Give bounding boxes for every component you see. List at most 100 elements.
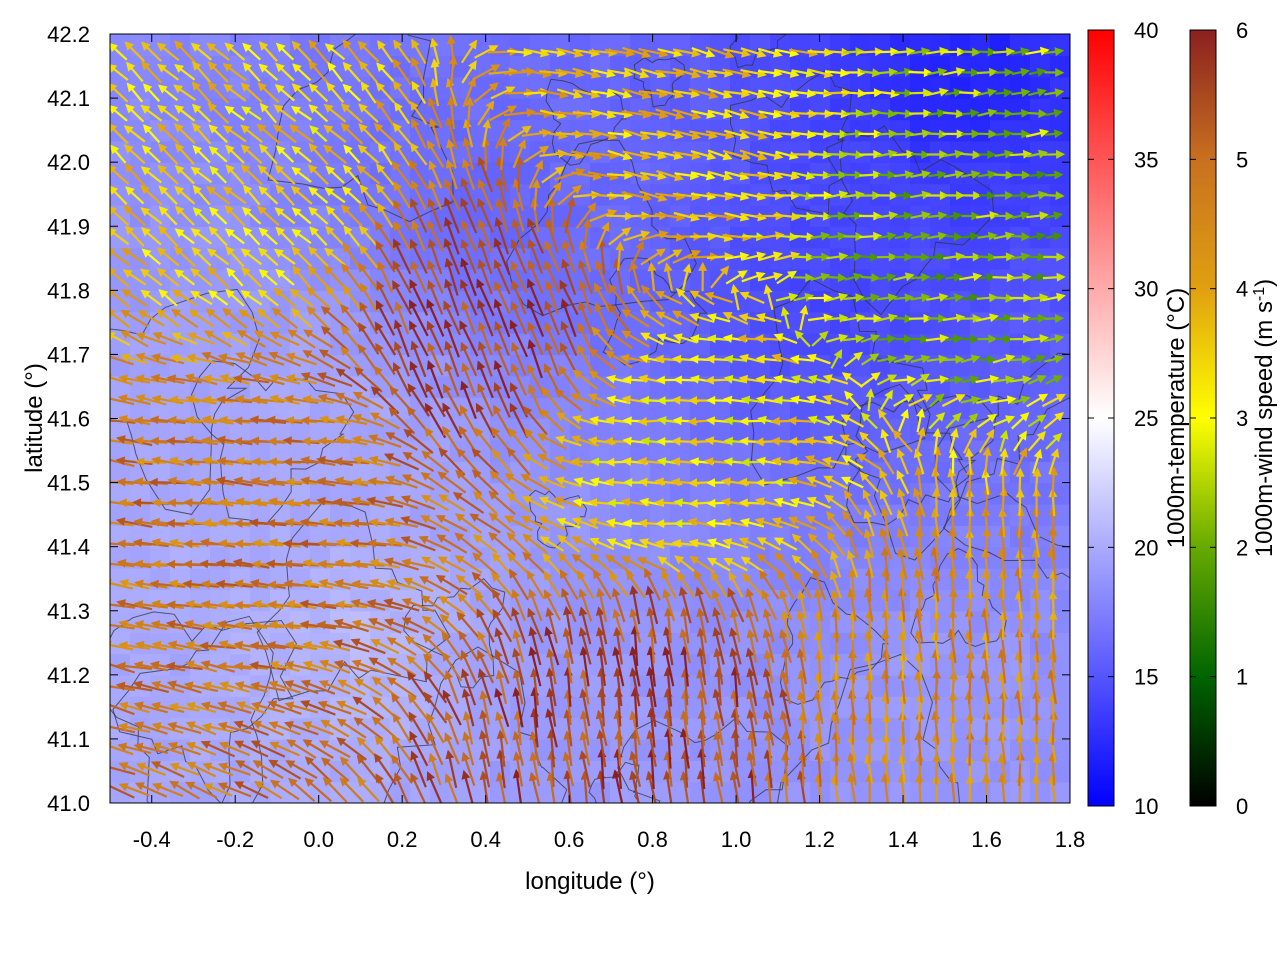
wind-arrowhead [421, 450, 431, 460]
temperature-cell [190, 311, 211, 334]
wind-arrowhead [401, 617, 412, 626]
wind-arrowhead [240, 144, 251, 154]
temperature-cell [750, 482, 771, 505]
wind-arrowhead [285, 760, 296, 769]
wind-arrowhead [755, 312, 766, 322]
temperature-cell [690, 738, 711, 761]
wind-arrowhead [427, 279, 436, 290]
wind-arrowhead [304, 756, 315, 766]
wind-arrowhead [268, 680, 279, 690]
wind-arrowhead [723, 416, 734, 426]
temperature-cell [490, 525, 511, 548]
wind-arrowhead [218, 415, 228, 425]
temperature-cell [1010, 333, 1031, 356]
temperature-cell [930, 269, 951, 291]
temperature-cell [270, 162, 291, 185]
temperature-cell [950, 333, 971, 356]
wind-arrowhead [377, 40, 386, 50]
wind-arrowhead [410, 100, 419, 111]
wind-arrowhead [587, 517, 598, 527]
wind-arrowhead [240, 164, 251, 174]
wind-arrowhead [690, 89, 701, 99]
wind-arrowhead [763, 284, 773, 295]
wind-arrowhead [202, 395, 212, 405]
wind-vector [110, 419, 136, 424]
wind-arrowhead [217, 353, 228, 362]
temperature-cell [270, 760, 291, 783]
wind-arrowhead [789, 395, 800, 405]
wind-arrowhead [420, 556, 431, 565]
temperature-cell [1030, 717, 1051, 740]
wind-arrowhead [476, 278, 485, 289]
wind-arrowhead [443, 300, 452, 311]
wind-arrowhead [554, 389, 565, 399]
wind-arrowhead [420, 515, 431, 524]
wind-arrowhead [383, 453, 394, 462]
wind-arrowhead [99, 416, 108, 425]
wind-arrowhead [606, 538, 617, 547]
temperature-cell [490, 140, 511, 163]
wind-arrowhead [232, 558, 243, 568]
wind-arrowhead [511, 606, 520, 617]
wind-arrowhead [208, 226, 219, 236]
wind-arrowhead [729, 608, 739, 618]
temperature-cell [610, 439, 631, 462]
wind-arrowhead [741, 572, 751, 583]
wind-arrowhead [493, 237, 502, 248]
wind-arrowhead [476, 360, 486, 371]
wind-arrowhead [300, 372, 311, 381]
temperature-cell [570, 375, 591, 398]
wind-arrowhead [250, 740, 261, 749]
wind-arrowhead [217, 539, 228, 548]
wind-arrowhead [528, 588, 537, 599]
wind-arrowhead [192, 61, 202, 71]
wind-arrowhead [756, 89, 767, 99]
wind-arrowhead [207, 102, 217, 112]
temperature-cell [650, 269, 671, 291]
temperature-cell [890, 140, 911, 163]
wind-arrowhead [621, 556, 632, 565]
wind-arrowhead [376, 62, 386, 72]
wind-arrowhead [491, 449, 501, 459]
wind-arrowhead [729, 647, 739, 657]
wind-arrowhead [566, 197, 576, 207]
wind-arrowhead [150, 373, 161, 383]
wind-arrowhead [370, 639, 381, 648]
wind-arrowhead [166, 559, 176, 569]
wind-arrowhead [578, 280, 588, 290]
wind-arrowhead [409, 159, 418, 170]
wind-arrowhead [192, 122, 202, 133]
wind-arrowhead [149, 436, 159, 446]
wind-arrowhead [689, 334, 700, 344]
wind-arrowhead [458, 630, 468, 641]
wind-arrowhead [838, 292, 849, 302]
wind-arrowhead [789, 497, 800, 507]
wind-arrowhead [723, 354, 734, 364]
wind-arrowhead [309, 125, 319, 135]
wind-arrowhead [375, 342, 384, 353]
wind-arrowhead [184, 477, 194, 487]
temperature-cell [1050, 311, 1070, 334]
wind-arrowhead [662, 588, 671, 599]
wind-arrowhead [182, 559, 193, 569]
wind-arrowhead [477, 156, 486, 167]
wind-arrowhead [588, 370, 599, 380]
wind-arrowhead [403, 428, 414, 438]
wind-arrowhead [156, 267, 167, 278]
wind-arrowhead [391, 754, 401, 765]
temperature-cell [1030, 503, 1051, 526]
temperature-cell [170, 183, 191, 206]
wind-arrowhead [723, 436, 733, 446]
wind-arrowhead [561, 258, 570, 269]
wind-arrowhead [306, 287, 316, 297]
wind-arrowhead [696, 607, 706, 618]
wind-arrowhead [123, 125, 134, 135]
wind-arrowhead [266, 477, 277, 487]
wind-arrowhead [822, 374, 833, 383]
wind-arrowhead [240, 290, 251, 300]
wind-arrowhead [266, 415, 276, 425]
wind-arrowhead [190, 166, 201, 176]
wind-arrowhead [386, 677, 397, 686]
wind-arrowhead [233, 640, 244, 650]
temperature-cell [290, 439, 311, 462]
